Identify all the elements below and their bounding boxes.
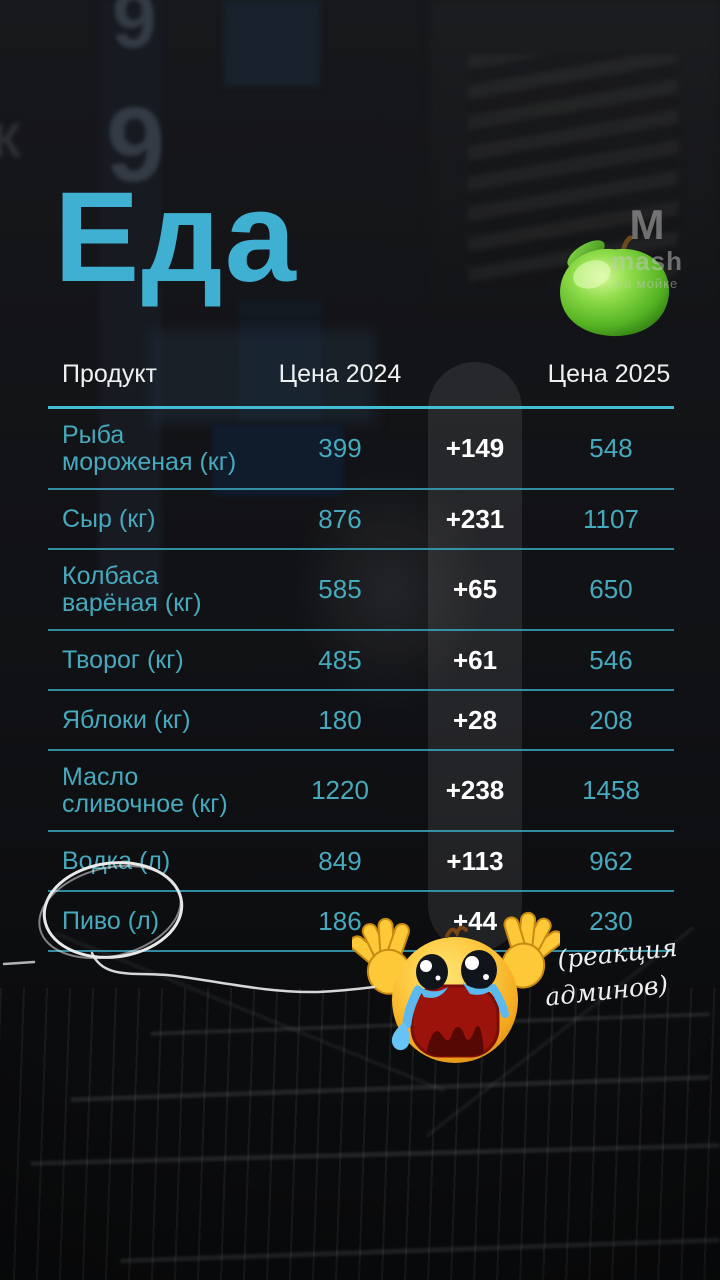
price-delta-cell: +238 xyxy=(445,775,505,805)
column-header-price-2025: Цена 2025 xyxy=(547,360,671,388)
price-2024-cell: 849 xyxy=(318,845,362,876)
product-cell: Яблоки (кг) xyxy=(48,705,278,734)
right-tear-stream xyxy=(489,984,509,1018)
table-row: Творог (кг) 485 +61 546 xyxy=(48,631,674,691)
price-2024-cell: 485 xyxy=(318,644,362,675)
product-name-line1: Пиво (л) xyxy=(62,906,160,935)
eye-glint xyxy=(483,974,489,980)
product-cell: Масло сливочное (кг) xyxy=(48,762,278,818)
product-cell: Сыр (кг) xyxy=(48,504,278,533)
price-2024-cell: 180 xyxy=(318,704,362,735)
price-2025-cell: 962 xyxy=(589,845,633,876)
right-tear-pool xyxy=(462,982,497,995)
emoji-right-eye xyxy=(461,950,497,990)
price-2025-cell: 208 xyxy=(589,704,633,735)
product-name-line2: варёная (кг) xyxy=(62,588,202,617)
price-2024-cell: 1220 xyxy=(311,775,369,805)
product-name-line1: Колбаса xyxy=(62,561,159,590)
mash-logo-watermark: M mash на мойке xyxy=(597,201,697,291)
eye-glint xyxy=(420,960,432,972)
table-row: Колбаса варёная (кг) 585 +65 650 xyxy=(48,550,674,631)
price-2025-cell: 650 xyxy=(589,574,633,604)
emoji-tongue xyxy=(426,1026,484,1056)
product-name-line1: Сыр (кг) xyxy=(62,504,156,533)
price-table: Рыба мороженая (кг) 399 +149 548 Сыр (кг… xyxy=(48,406,674,952)
product-name-line1: Яблоки (кг) xyxy=(62,705,191,734)
mash-logo-name: mash xyxy=(611,246,683,276)
price-delta-cell: +149 xyxy=(445,433,505,463)
crying-screaming-emoji-icon xyxy=(352,907,560,1063)
green-apple-icon xyxy=(560,235,670,337)
mash-m-icon: M xyxy=(629,201,665,248)
price-2025-cell: 1107 xyxy=(583,503,639,534)
delta-column-pill xyxy=(428,362,522,952)
price-2024-cell: 399 xyxy=(318,433,362,463)
product-name-line1: Рыба xyxy=(62,420,125,449)
product-cell: Водка (л) xyxy=(48,846,278,875)
product-cell: Колбаса варёная (кг) xyxy=(48,561,278,617)
eye-glint xyxy=(435,975,441,981)
table-row: Яблоки (кг) 180 +28 208 xyxy=(48,691,674,751)
price-2024-cell: 585 xyxy=(318,574,362,604)
table-row: Рыба мороженая (кг) 399 +149 548 xyxy=(48,409,674,490)
tear-drop xyxy=(391,1022,410,1051)
price-delta-cell: +28 xyxy=(452,704,498,735)
price-2024-cell: 186 xyxy=(318,905,362,936)
product-name-line1: Водка (л) xyxy=(62,846,171,875)
price-2025-cell: 548 xyxy=(589,433,633,463)
table-row: Сыр (кг) 876 +231 1107 xyxy=(48,490,674,550)
product-name-line2: сливочное (кг) xyxy=(62,789,228,818)
price-2025-cell: 1458 xyxy=(582,775,640,805)
price-delta-cell: +231 xyxy=(445,503,505,534)
price-2025-cell: 546 xyxy=(589,644,633,675)
price-2024-cell: 876 xyxy=(318,503,362,534)
mash-logo-subtitle: на мойке xyxy=(615,276,679,291)
price-2025-cell: 230 xyxy=(589,905,633,936)
product-name-line1: Масло xyxy=(62,762,139,791)
product-name-line1: Творог (кг) xyxy=(62,645,184,674)
price-delta-cell: +65 xyxy=(452,574,498,604)
product-cell: Творог (кг) xyxy=(48,645,278,674)
table-row: Масло сливочное (кг) 1220 +238 1458 xyxy=(48,751,674,832)
product-cell: Рыба мороженая (кг) xyxy=(48,420,278,476)
emoji-left-eye xyxy=(416,954,448,990)
column-header-price-2024: Цена 2024 xyxy=(278,360,402,388)
price-delta-cell: +61 xyxy=(452,644,498,675)
apple-highlight xyxy=(573,260,611,289)
left-tear-pool xyxy=(416,984,448,998)
page-title: Еда xyxy=(54,166,298,309)
table-row: Водка (л) 849 +113 962 xyxy=(48,832,674,892)
emoji-hair-tuft xyxy=(445,925,468,938)
eye-glint xyxy=(465,956,479,970)
product-name-line2: мороженая (кг) xyxy=(62,447,237,476)
product-cell: Пиво (л) xyxy=(48,906,278,935)
column-header-product: Продукт xyxy=(62,360,157,388)
price-delta-cell: +113 xyxy=(446,845,504,876)
left-tear-stream xyxy=(402,985,423,1029)
